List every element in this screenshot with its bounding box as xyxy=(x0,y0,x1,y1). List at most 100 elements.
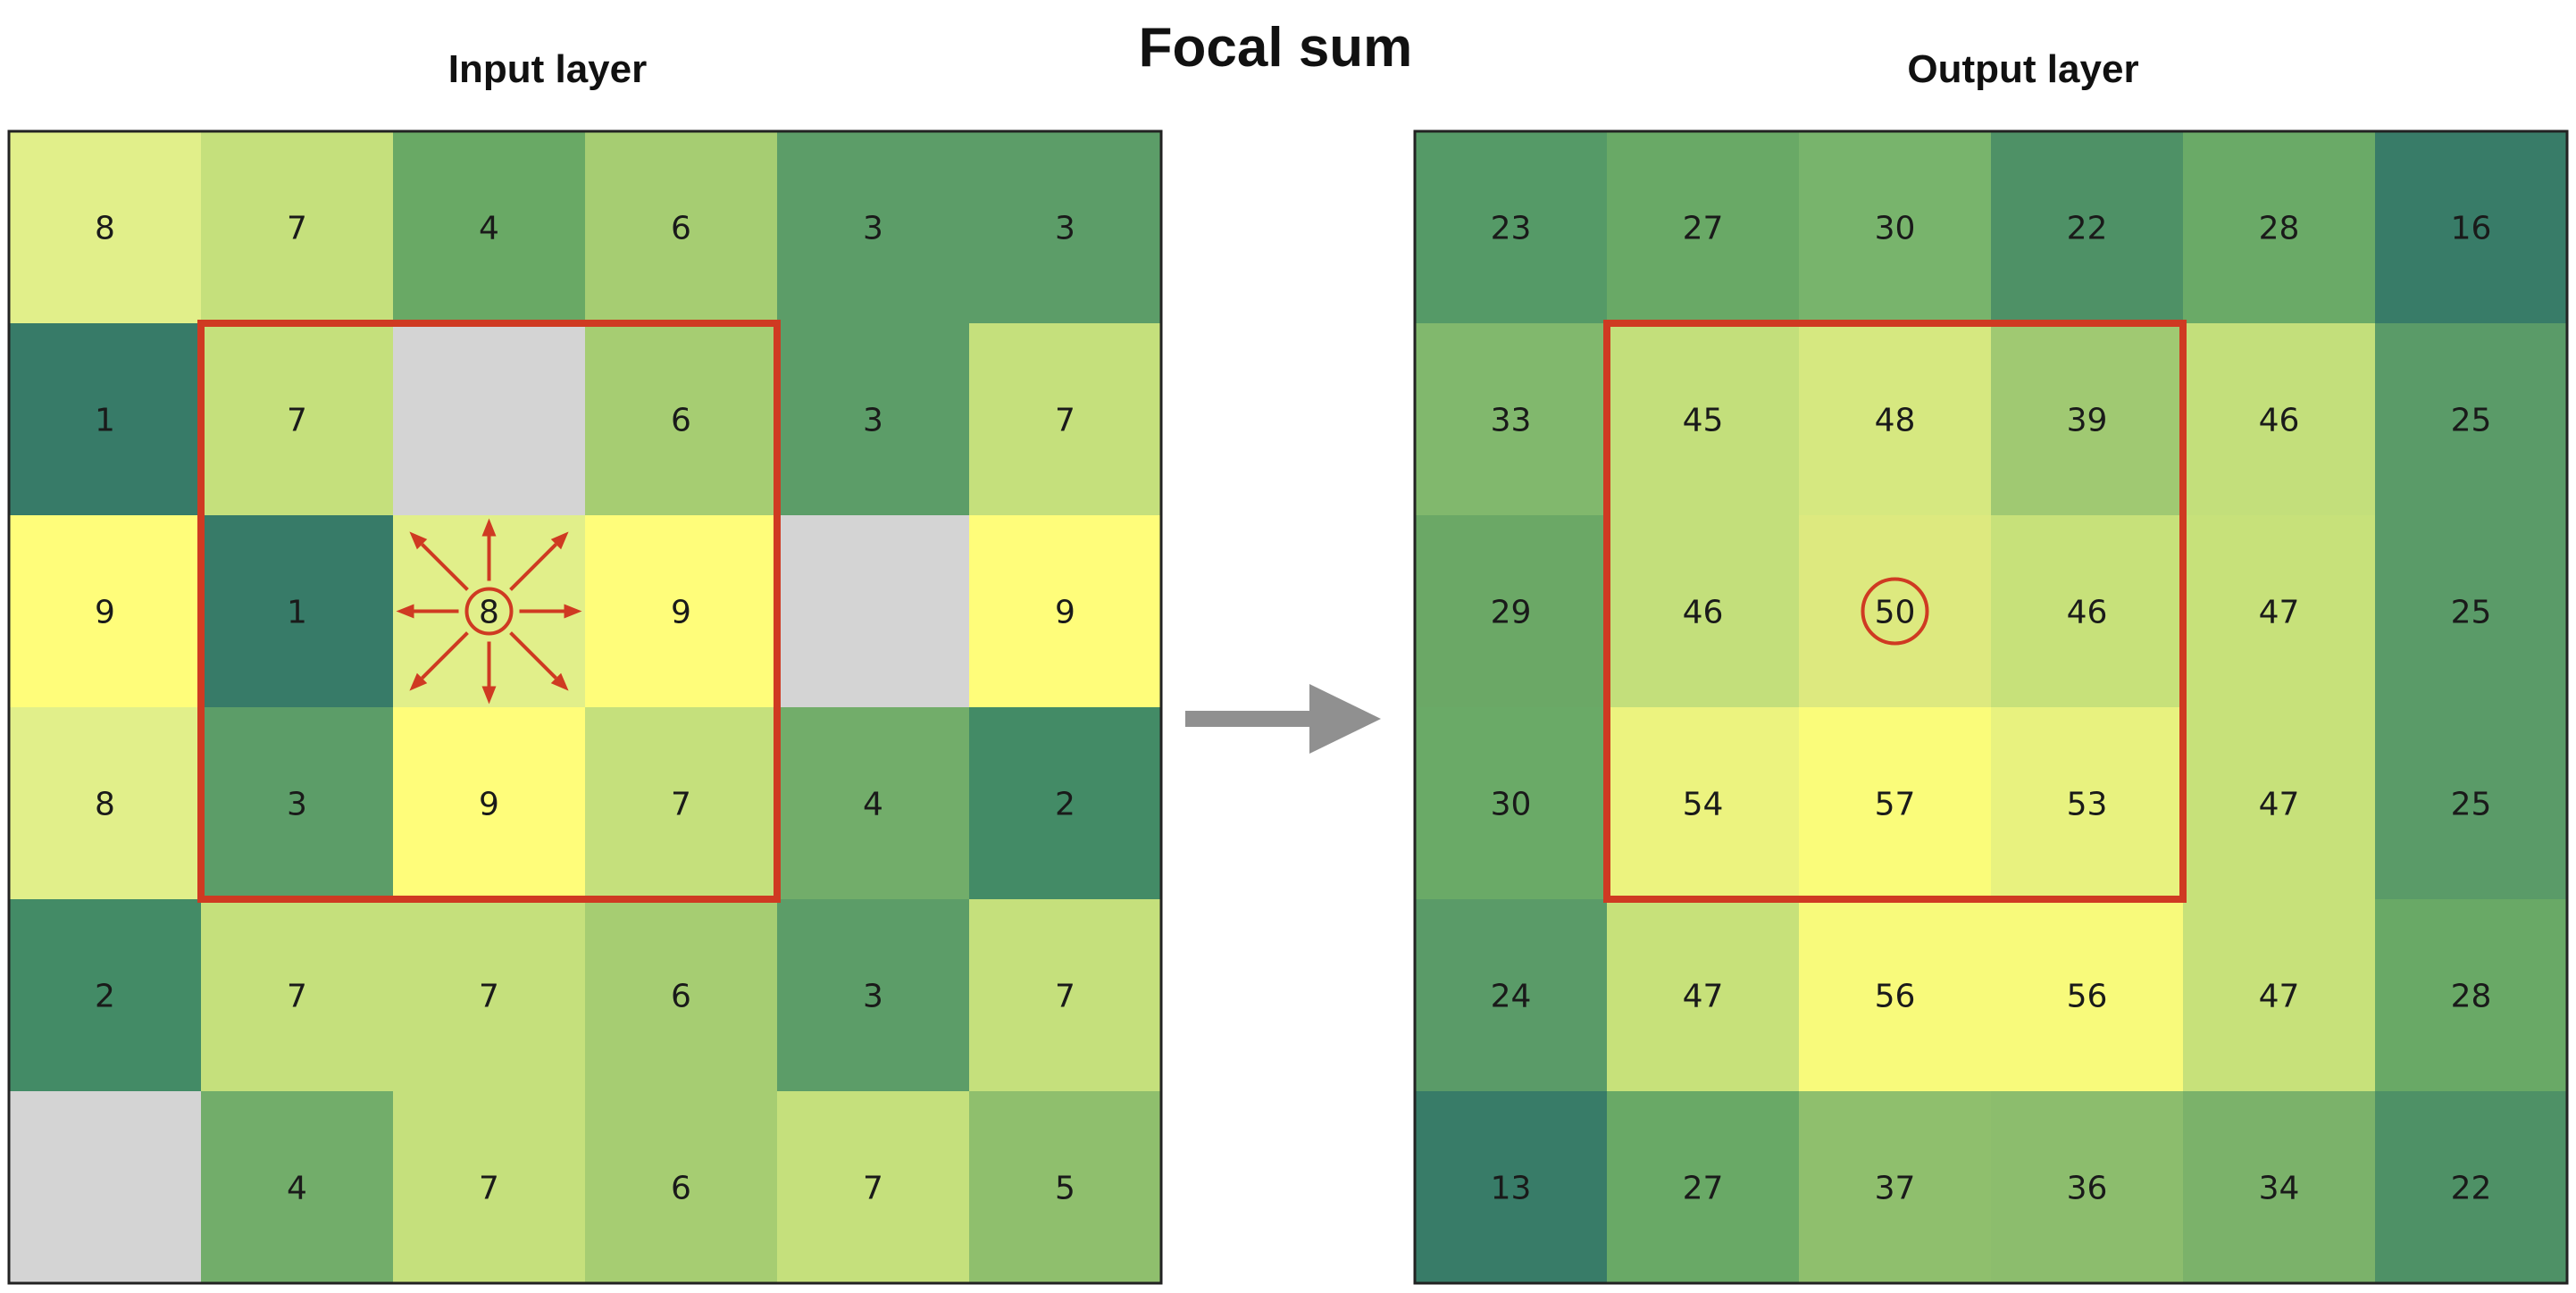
input-cell-0-0 xyxy=(9,131,201,323)
input-cell-4-2 xyxy=(393,899,585,1091)
input-cell-3-1 xyxy=(201,707,393,899)
output-cell-3-5 xyxy=(2375,707,2567,899)
output-cell-1-4 xyxy=(2183,323,2375,515)
input-cell-value: 7 xyxy=(1055,979,1075,1015)
input-cell-5-2 xyxy=(393,1091,585,1283)
input-cell-value: 6 xyxy=(671,979,691,1015)
output-cell-1-2 xyxy=(1799,323,1991,515)
output-cell-2-1 xyxy=(1607,515,1799,707)
input-cell-value: 1 xyxy=(95,403,115,439)
output-cell-5-4 xyxy=(2183,1091,2375,1283)
output-cell-3-3 xyxy=(1991,707,2183,899)
neighbor-arrow-icon xyxy=(519,604,582,619)
input-cell-value: 4 xyxy=(287,1171,307,1207)
output-cell-value: 37 xyxy=(1875,1171,1916,1207)
output-cell-5-3 xyxy=(1991,1091,2183,1283)
output-cell-1-1 xyxy=(1607,323,1799,515)
input-cell-5-5 xyxy=(969,1091,1161,1283)
neighbor-arrow-icon xyxy=(481,518,497,581)
output-cell-value: 25 xyxy=(2451,595,2492,631)
input-focus-circle xyxy=(464,587,514,636)
input-cell-value: 5 xyxy=(1055,1171,1075,1207)
output-cell-2-0 xyxy=(1415,515,1607,707)
neighbor-arrow-icon xyxy=(396,604,459,619)
output-cell-value: 13 xyxy=(1491,1171,1532,1207)
input-cell-value: 2 xyxy=(1055,787,1075,823)
output-cell-4-3 xyxy=(1991,899,2183,1091)
input-cell-1-1 xyxy=(201,323,393,515)
output-cell-value: 30 xyxy=(1875,211,1916,247)
output-cell-4-0 xyxy=(1415,899,1607,1091)
input-cell-value: 8 xyxy=(95,787,115,823)
input-cell-5-4 xyxy=(777,1091,969,1283)
output-cell-value: 28 xyxy=(2259,211,2300,247)
input-cell-value: 3 xyxy=(1055,211,1075,247)
input-cell-2-4 xyxy=(777,515,969,707)
input-cell-value: 4 xyxy=(863,787,883,823)
output-cell-3-4 xyxy=(2183,707,2375,899)
neighbor-arrow-icon xyxy=(481,641,497,705)
neighbor-arrows xyxy=(396,518,582,705)
output-cell-4-2 xyxy=(1799,899,1991,1091)
input-cell-3-0 xyxy=(9,707,201,899)
input-cell-5-0 xyxy=(9,1091,201,1283)
neighbor-arrow-icon xyxy=(409,631,469,691)
output-cell-2-4 xyxy=(2183,515,2375,707)
output-cell-value: 47 xyxy=(2259,979,2300,1015)
output-cell-value: 54 xyxy=(1683,787,1724,823)
output-cell-value: 46 xyxy=(1683,595,1724,631)
input-focal-window xyxy=(197,320,781,903)
neighbor-arrow-icon xyxy=(509,631,569,691)
output-cell-3-0 xyxy=(1415,707,1607,899)
output-cell-value: 56 xyxy=(2067,979,2108,1015)
input-cell-1-4 xyxy=(777,323,969,515)
output-cell-value: 47 xyxy=(2259,595,2300,631)
output-grid: 23 27 30 22 28 16 33 45 48 39 46 25 29 46 50 46 47 25 30 54… xyxy=(1413,129,2569,1285)
input-cell-value: 3 xyxy=(287,787,307,823)
output-cell-0-5 xyxy=(2375,131,2567,323)
output-cell-value: 45 xyxy=(1683,403,1724,439)
output-layer-title: Output layer xyxy=(1907,47,2138,91)
output-cell-value: 56 xyxy=(1875,979,1916,1015)
output-cell-value: 34 xyxy=(2259,1171,2300,1207)
input-cell-value: 7 xyxy=(863,1171,883,1207)
input-layer-title: Input layer xyxy=(448,47,648,91)
output-cell-0-4 xyxy=(2183,131,2375,323)
output-cell-4-5 xyxy=(2375,899,2567,1091)
output-cell-value: 46 xyxy=(2067,595,2108,631)
input-cell-value: 7 xyxy=(287,211,307,247)
output-cell-2-5 xyxy=(2375,515,2567,707)
output-cell-value: 46 xyxy=(2259,403,2300,439)
input-cell-0-4 xyxy=(777,131,969,323)
input-cell-0-2 xyxy=(393,131,585,323)
input-cell-value: 7 xyxy=(287,403,307,439)
input-cell-value: 7 xyxy=(1055,403,1075,439)
input-cell-2-1 xyxy=(201,515,393,707)
input-cell-1-3 xyxy=(585,323,777,515)
output-cell-value: 36 xyxy=(2067,1171,2108,1207)
input-cell-value: 8 xyxy=(95,211,115,247)
output-cell-value: 25 xyxy=(2451,403,2492,439)
output-cell-2-2 xyxy=(1799,515,1991,707)
input-cell-3-5 xyxy=(969,707,1161,899)
input-cell-3-2 xyxy=(393,707,585,899)
input-cell-4-4 xyxy=(777,899,969,1091)
output-cell-4-4 xyxy=(2183,899,2375,1091)
output-cell-4-1 xyxy=(1607,899,1799,1091)
output-cell-value: 47 xyxy=(2259,787,2300,823)
input-cell-0-1 xyxy=(201,131,393,323)
input-cell-5-3 xyxy=(585,1091,777,1283)
diagram-title: Focal sum xyxy=(1139,17,1413,79)
output-focus-circle xyxy=(1861,577,1929,646)
output-cell-value: 39 xyxy=(2067,403,2108,439)
output-cell-0-1 xyxy=(1607,131,1799,323)
input-cell-value: 7 xyxy=(479,1171,499,1207)
output-cell-value: 24 xyxy=(1491,979,1532,1015)
input-cell-4-5 xyxy=(969,899,1161,1091)
input-cell-0-5 xyxy=(969,131,1161,323)
input-cell-3-3 xyxy=(585,707,777,899)
output-cell-value: 47 xyxy=(1683,979,1724,1015)
input-cell-2-5 xyxy=(969,515,1161,707)
output-cell-0-2 xyxy=(1799,131,1991,323)
input-cell-value: 3 xyxy=(863,211,883,247)
